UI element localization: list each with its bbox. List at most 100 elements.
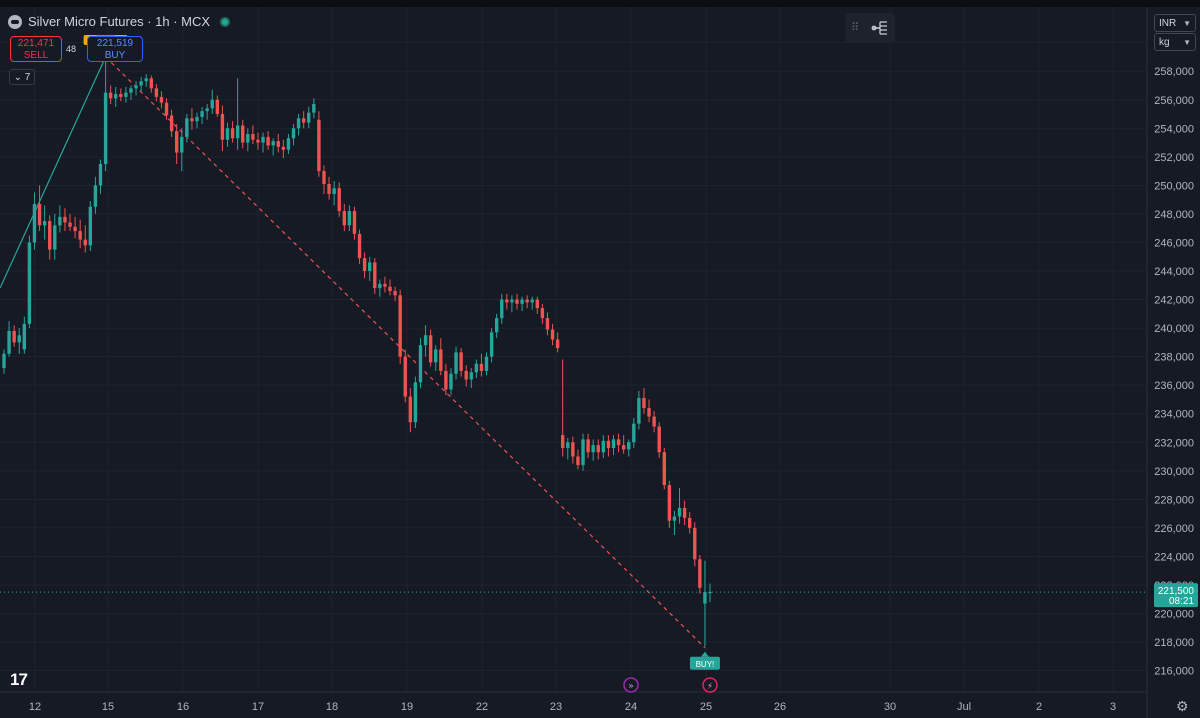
gear-icon[interactable]: ⚙ (1176, 698, 1189, 714)
candle[interactable] (454, 346, 458, 380)
candle[interactable] (246, 128, 250, 152)
candle[interactable] (261, 132, 265, 153)
candle[interactable] (373, 258, 377, 294)
floating-toolbar[interactable]: ⠿ (845, 13, 895, 43)
candle[interactable] (58, 205, 62, 233)
candle[interactable] (642, 388, 646, 414)
unit-selector[interactable]: kg ▼ (1154, 33, 1196, 51)
candles[interactable] (2, 56, 712, 647)
candle[interactable] (256, 132, 260, 150)
candle[interactable] (73, 216, 77, 239)
candle[interactable] (200, 106, 204, 125)
candle[interactable] (545, 312, 550, 336)
candle[interactable] (271, 138, 275, 156)
candle[interactable] (22, 316, 27, 354)
candle[interactable] (114, 86, 118, 107)
candle[interactable] (347, 205, 352, 232)
candle[interactable] (520, 296, 524, 311)
candle[interactable] (611, 435, 616, 456)
candle[interactable] (469, 368, 473, 389)
candle[interactable] (566, 437, 570, 460)
candle[interactable] (322, 165, 326, 194)
candle[interactable] (134, 81, 138, 96)
candle[interactable] (535, 296, 540, 314)
candle[interactable] (540, 303, 545, 324)
candle[interactable] (220, 105, 225, 152)
candle[interactable] (408, 388, 413, 433)
candle[interactable] (205, 104, 209, 120)
candle[interactable] (230, 121, 235, 143)
candle[interactable] (149, 75, 153, 93)
candle[interactable] (164, 98, 169, 120)
candle[interactable] (555, 332, 560, 353)
candle[interactable] (606, 435, 611, 457)
candle[interactable] (266, 131, 270, 150)
candle[interactable] (667, 480, 672, 528)
candle[interactable] (78, 219, 82, 249)
candle[interactable] (515, 293, 519, 310)
candle[interactable] (352, 206, 357, 240)
candle[interactable] (550, 323, 555, 346)
candle[interactable] (693, 522, 697, 567)
candle[interactable] (581, 433, 585, 471)
candle[interactable] (367, 256, 372, 281)
candle[interactable] (662, 447, 666, 490)
candle[interactable] (286, 134, 291, 154)
event-icon-lightning[interactable]: ⚡ (702, 677, 718, 693)
candle[interactable] (93, 176, 98, 214)
candle[interactable] (484, 352, 489, 376)
candle[interactable] (449, 368, 453, 396)
candle[interactable] (337, 182, 341, 217)
candle[interactable] (561, 359, 565, 457)
price-axis[interactable]: 216,000218,000220,000222,000224,000226,0… (1154, 38, 1198, 678)
candle[interactable] (393, 286, 397, 301)
candle[interactable] (657, 422, 661, 458)
candle[interactable] (586, 433, 590, 458)
candle[interactable] (474, 359, 479, 379)
candle[interactable] (42, 205, 47, 240)
indicators-toggle[interactable]: ⌄ 7 (9, 69, 35, 85)
candle[interactable] (251, 125, 255, 144)
candle[interactable] (210, 89, 214, 115)
symbol-header[interactable]: Silver Micro Futures · 1h · MCX (8, 14, 231, 29)
tradingview-logo[interactable]: 17 (10, 670, 28, 689)
candle[interactable] (388, 279, 392, 296)
candle[interactable] (494, 313, 499, 339)
candle[interactable] (88, 201, 93, 252)
candle[interactable] (621, 435, 626, 454)
currency-selector[interactable]: INR ▼ (1154, 14, 1196, 32)
candle[interactable] (180, 128, 184, 172)
candle[interactable] (413, 376, 418, 428)
candle[interactable] (154, 84, 159, 102)
symbol-title[interactable]: Silver Micro Futures · 1h · MCX (28, 14, 211, 29)
candle[interactable] (571, 436, 575, 464)
candle[interactable] (307, 106, 311, 129)
candle[interactable] (596, 439, 600, 460)
candle[interactable] (591, 439, 595, 461)
candle[interactable] (601, 435, 606, 458)
candle[interactable] (119, 88, 123, 102)
candle[interactable] (37, 185, 42, 232)
candle[interactable] (139, 76, 143, 92)
candle[interactable] (576, 449, 580, 470)
candle[interactable] (124, 86, 128, 103)
candle[interactable] (479, 353, 484, 377)
candle[interactable] (185, 114, 189, 143)
sell-button[interactable]: 221,471 SELL (10, 36, 62, 62)
candle[interactable] (428, 329, 433, 367)
event-icon-earnings[interactable]: » (623, 677, 639, 693)
candle[interactable] (68, 213, 72, 232)
candle[interactable] (48, 215, 52, 260)
candle[interactable] (652, 410, 656, 433)
candle[interactable] (83, 225, 87, 253)
buy-button[interactable]: 221,519 BUY (87, 36, 143, 62)
candle[interactable] (296, 114, 301, 136)
candle[interactable] (677, 487, 682, 524)
candle[interactable] (378, 279, 382, 297)
candle[interactable] (708, 583, 712, 603)
candle[interactable] (703, 560, 707, 647)
candle[interactable] (7, 320, 11, 357)
candle[interactable] (489, 328, 494, 363)
candle[interactable] (281, 139, 286, 159)
